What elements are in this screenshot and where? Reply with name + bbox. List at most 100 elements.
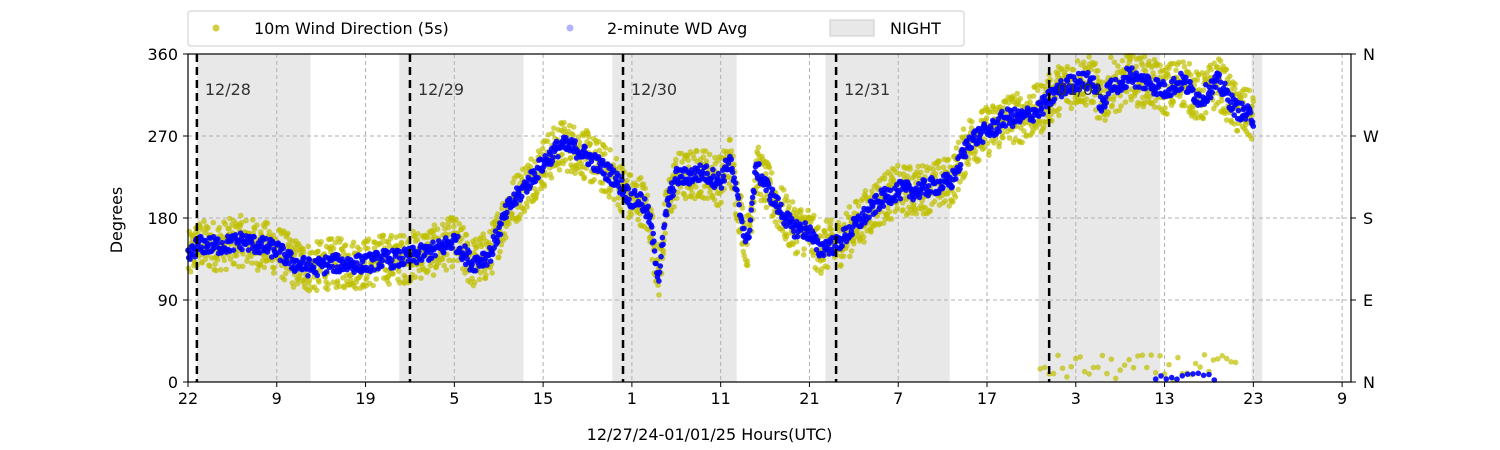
- data-point: [638, 192, 644, 198]
- data-point: [691, 169, 698, 176]
- data-point: [700, 154, 707, 160]
- data-point: [940, 184, 946, 191]
- data-point: [955, 139, 962, 146]
- data-point: [602, 151, 608, 157]
- data-point: [240, 251, 246, 257]
- data-point: [1209, 89, 1215, 96]
- data-point: [1105, 90, 1112, 97]
- legend: 10m Wind Direction (5s) 2-minute WD Avg NI…: [187, 10, 965, 47]
- data-point: [1227, 73, 1233, 79]
- data-point: [1090, 99, 1097, 105]
- data-point: [210, 219, 217, 226]
- x-tick-label: 5: [449, 389, 459, 408]
- data-point: [582, 144, 588, 150]
- data-point: [1194, 77, 1201, 83]
- data-point: [205, 243, 211, 249]
- y-axis-label: Degrees: [107, 187, 126, 254]
- data-point: [561, 119, 567, 126]
- data-point: [657, 263, 664, 269]
- data-point: [851, 241, 857, 247]
- data-point: [1219, 98, 1225, 104]
- data-point: [855, 203, 862, 209]
- data-point: [935, 165, 942, 171]
- data-point: [1203, 110, 1209, 116]
- data-point: [539, 168, 546, 174]
- data-point: [342, 242, 349, 248]
- data-point: [1121, 362, 1128, 369]
- data-point: [495, 254, 502, 260]
- data-point: [1081, 59, 1087, 65]
- data-point: [800, 252, 807, 258]
- data-point: [325, 281, 332, 288]
- data-point: [572, 170, 578, 176]
- data-point: [325, 286, 331, 293]
- data-point: [443, 235, 449, 241]
- data-point: [953, 145, 960, 151]
- data-point: [1117, 367, 1123, 373]
- data-point: [718, 185, 725, 191]
- data-point: [729, 169, 736, 176]
- data-point: [1108, 54, 1114, 61]
- data-point: [334, 278, 341, 285]
- data-point: [793, 238, 800, 245]
- date-marker-label: 12/29: [418, 80, 464, 99]
- data-point: [613, 155, 620, 162]
- data-point: [201, 218, 207, 224]
- data-point: [370, 282, 376, 289]
- data-point: [214, 241, 220, 247]
- data-point: [297, 271, 303, 277]
- data-point: [483, 272, 489, 278]
- data-point: [1102, 117, 1108, 123]
- data-point: [670, 192, 676, 199]
- data-point: [600, 157, 606, 164]
- data-point: [952, 194, 959, 200]
- data-point: [848, 248, 855, 254]
- data-point: [822, 229, 828, 236]
- x-tick-label: 15: [533, 389, 553, 408]
- data-point: [412, 274, 419, 280]
- data-point: [577, 143, 583, 149]
- data-point: [915, 163, 921, 170]
- data-point: [1210, 357, 1217, 363]
- data-point: [1102, 94, 1109, 101]
- data-point: [615, 195, 622, 201]
- data-point: [495, 211, 501, 217]
- data-point: [763, 204, 770, 211]
- legend-label: 2-minute WD Avg: [607, 19, 747, 38]
- data-point: [487, 258, 494, 265]
- data-point: [801, 246, 807, 252]
- data-point: [642, 185, 648, 192]
- data-point: [390, 271, 396, 277]
- legend-marker: [566, 24, 574, 32]
- data-point: [187, 268, 194, 275]
- data-point: [287, 243, 294, 249]
- data-point: [749, 200, 755, 206]
- data-point: [591, 176, 597, 183]
- data-point: [824, 264, 831, 271]
- data-point: [611, 196, 617, 203]
- data-point: [425, 268, 431, 274]
- data-point: [338, 236, 344, 242]
- data-point: [1232, 359, 1239, 366]
- data-point: [353, 285, 359, 292]
- data-point: [1136, 84, 1142, 90]
- data-point: [1064, 78, 1071, 84]
- data-point: [231, 260, 237, 267]
- data-point: [1085, 69, 1091, 76]
- data-point: [957, 179, 963, 185]
- data-point: [504, 209, 510, 216]
- data-point: [960, 126, 967, 132]
- data-point: [1090, 75, 1097, 81]
- data-point: [230, 247, 237, 253]
- data-point: [1068, 363, 1075, 370]
- data-point: [1206, 84, 1213, 90]
- data-point: [254, 267, 261, 273]
- data-point: [747, 227, 753, 234]
- data-point: [651, 238, 657, 244]
- data-point: [1067, 100, 1074, 106]
- data-point: [981, 145, 987, 151]
- data-point: [1009, 113, 1015, 120]
- data-point: [1074, 58, 1081, 64]
- data-point: [996, 140, 1003, 146]
- data-point: [1068, 105, 1075, 112]
